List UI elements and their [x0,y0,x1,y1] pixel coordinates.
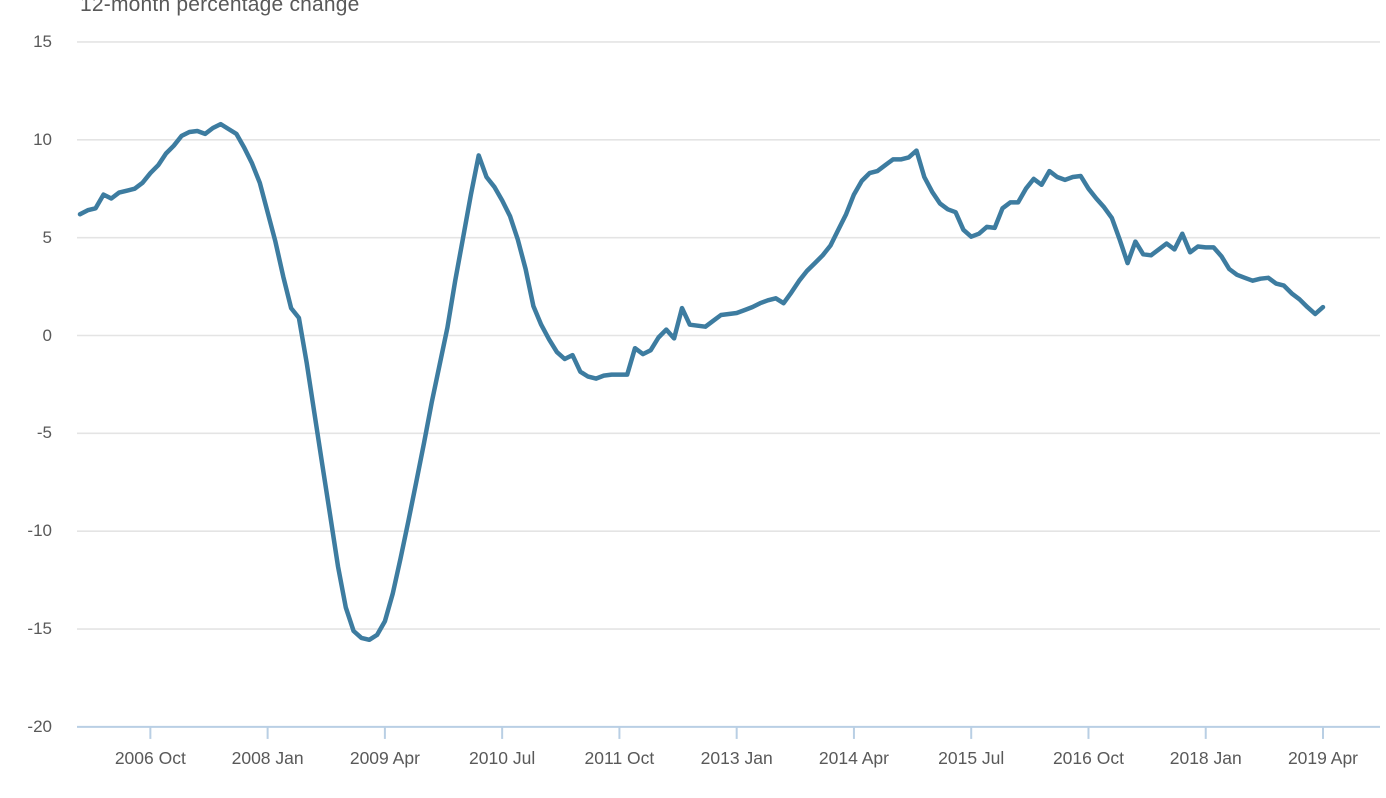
x-axis-label: 2013 Jan [700,748,773,768]
chart-title: 12-month percentage change [80,0,360,16]
x-axis-label: 2008 Jan [231,748,304,768]
y-axis-label: -5 [36,423,52,443]
y-axis-label: -15 [27,619,52,639]
y-axis-label: 15 [33,31,52,51]
x-axis-label: 2016 Oct [1052,748,1124,768]
x-axis-label: 2015 Jul [938,748,1005,768]
x-axis-label: 2014 Apr [818,748,889,768]
y-axis-label: 10 [33,129,52,149]
x-axis-label: 2018 Jan [1169,748,1242,768]
y-axis-label: 0 [42,325,52,345]
y-axis-label: -20 [27,716,52,736]
x-axis-label: 2010 Jul [469,748,536,768]
x-axis-label: 2006 Oct [114,748,186,768]
percentage-change-line [77,121,1326,643]
y-axis-label: 5 [42,227,52,247]
y-axis-label: -10 [27,521,52,541]
x-axis-label: 2019 Apr [1287,748,1359,768]
x-axis-label: 2009 Apr [349,748,420,768]
x-axis-label: 2011 Oct [584,748,655,768]
